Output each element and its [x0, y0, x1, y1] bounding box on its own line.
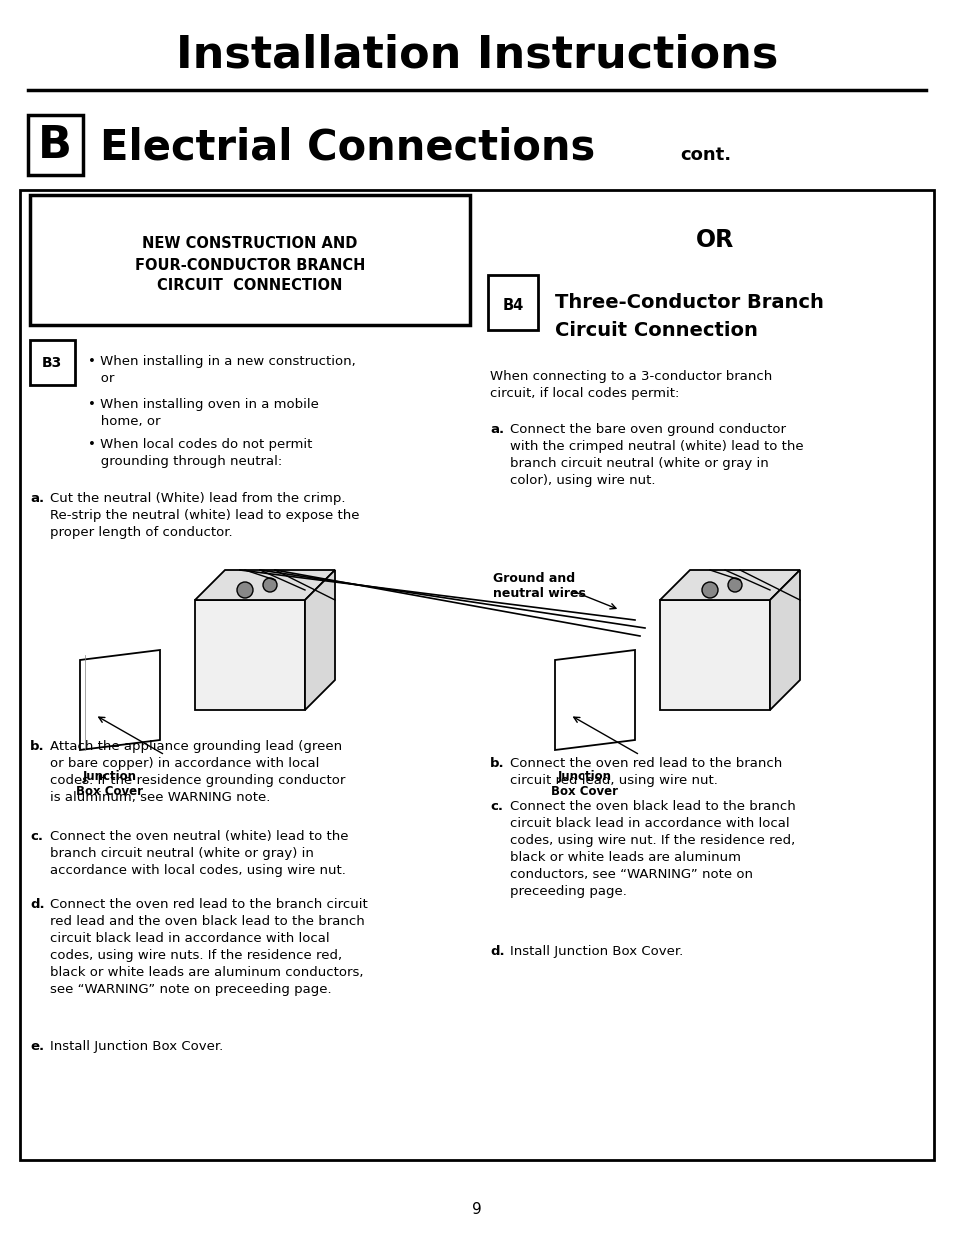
Bar: [20, 190, 933, 1160]
Text: OR: OR: [695, 228, 734, 252]
Text: B4: B4: [502, 298, 523, 312]
Text: Installation Instructions: Installation Instructions: [175, 33, 778, 77]
Circle shape: [236, 582, 253, 598]
Polygon shape: [769, 571, 800, 710]
Text: Attach the appliance grounding lead (green
or bare copper) in accordance with lo: Attach the appliance grounding lead (gre…: [50, 740, 345, 804]
Circle shape: [263, 578, 276, 592]
Text: Junction
Box Cover: Junction Box Cover: [551, 769, 618, 798]
Text: Connect the oven black lead to the branch
circuit black lead in accordance with : Connect the oven black lead to the branc…: [510, 800, 795, 898]
Text: b.: b.: [30, 740, 45, 753]
Text: Electrial Connections: Electrial Connections: [100, 126, 595, 168]
Text: • When local codes do not permit
   grounding through neutral:: • When local codes do not permit groundi…: [88, 438, 312, 468]
Polygon shape: [80, 650, 160, 750]
Text: 9: 9: [472, 1203, 481, 1218]
Bar: [659, 600, 769, 710]
Text: d.: d.: [490, 945, 504, 958]
Bar: [488, 275, 537, 330]
Text: c.: c.: [30, 830, 43, 844]
Text: Junction
Box Cover: Junction Box Cover: [76, 769, 143, 798]
Text: Connect the bare oven ground conductor
with the crimped neutral (white) lead to : Connect the bare oven ground conductor w…: [510, 424, 802, 487]
Text: Circuit Connection: Circuit Connection: [555, 321, 757, 340]
Circle shape: [701, 582, 718, 598]
Text: NEW CONSTRUCTION AND
FOUR-CONDUCTOR BRANCH
CIRCUIT  CONNECTION: NEW CONSTRUCTION AND FOUR-CONDUCTOR BRAN…: [134, 236, 365, 294]
Circle shape: [727, 578, 741, 592]
Text: • When installing oven in a mobile
   home, or: • When installing oven in a mobile home,…: [88, 398, 318, 429]
Text: B3: B3: [42, 356, 62, 370]
Text: When connecting to a 3-conductor branch
circuit, if local codes permit:: When connecting to a 3-conductor branch …: [490, 370, 771, 400]
Polygon shape: [555, 650, 635, 750]
Text: Ground and
neutral wires: Ground and neutral wires: [493, 572, 585, 600]
Text: c.: c.: [490, 800, 502, 813]
Polygon shape: [305, 571, 335, 710]
Bar: [28, 115, 83, 175]
Bar: [30, 340, 75, 385]
Text: e.: e.: [30, 1040, 44, 1053]
Text: a.: a.: [30, 492, 44, 505]
Polygon shape: [194, 571, 335, 600]
Text: Install Junction Box Cover.: Install Junction Box Cover.: [50, 1040, 223, 1053]
Text: cont.: cont.: [679, 146, 730, 164]
Text: Three-Conductor Branch: Three-Conductor Branch: [555, 293, 823, 311]
Bar: [194, 600, 305, 710]
Text: Connect the oven red lead to the branch
circuit red lead, using wire nut.: Connect the oven red lead to the branch …: [510, 757, 781, 787]
Text: • When installing in a new construction,
   or: • When installing in a new construction,…: [88, 354, 355, 385]
Text: Connect the oven neutral (white) lead to the
branch circuit neutral (white or gr: Connect the oven neutral (white) lead to…: [50, 830, 348, 877]
Polygon shape: [659, 571, 800, 600]
Text: b.: b.: [490, 757, 504, 769]
Text: Install Junction Box Cover.: Install Junction Box Cover.: [510, 945, 682, 958]
Text: Cut the neutral (White) lead from the crimp.
Re-strip the neutral (white) lead t: Cut the neutral (White) lead from the cr…: [50, 492, 359, 538]
Bar: [30, 195, 470, 325]
Text: Connect the oven red lead to the branch circuit
red lead and the oven black lead: Connect the oven red lead to the branch …: [50, 898, 367, 995]
Text: a.: a.: [490, 424, 503, 436]
Text: d.: d.: [30, 898, 45, 911]
Text: B: B: [38, 124, 71, 167]
